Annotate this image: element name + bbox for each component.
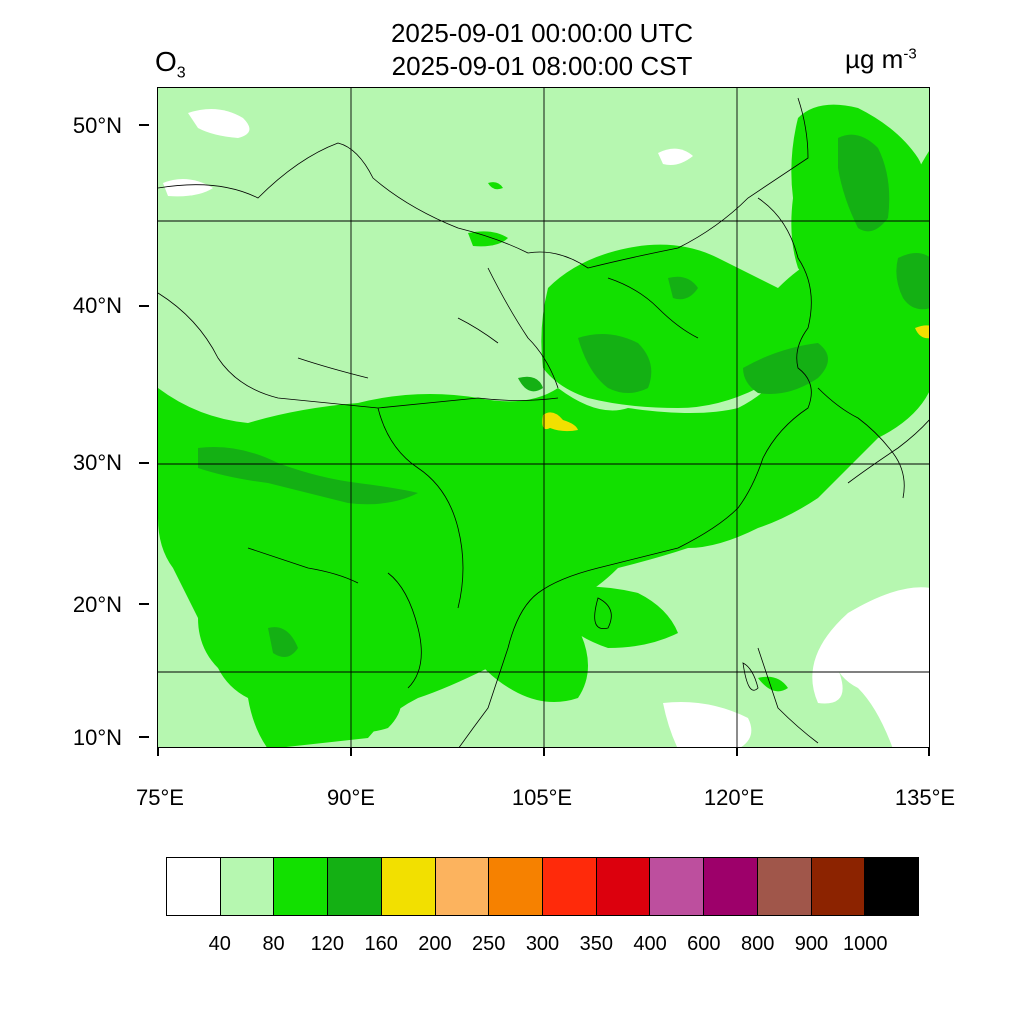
lat-label-50n: 50°N [72,113,122,138]
colorbar-box [435,858,490,915]
lat-label-10n: 10°N [72,725,122,750]
colorbar-label: 350 [579,933,613,955]
colorbar-box [650,858,705,915]
colorbar-label: 200 [418,933,452,955]
lat-label-40n: 40°N [72,293,122,318]
lon-label-75e: 75°E [136,785,184,810]
colorbar-label: 300 [525,933,560,955]
lon-tick [736,748,738,756]
colorbar-label: 80 [262,933,285,955]
colorbar-label: 600 [687,933,721,955]
colorbar-box [220,858,275,915]
colorbar-label: 400 [633,933,667,955]
field-band-120-160 [198,134,929,657]
units-label: µg m-3 [845,44,917,74]
colorbar-box [811,858,866,915]
lat-tick [139,305,149,307]
colorbar-label: 160 [364,933,398,955]
colorbar-label: 40 [208,933,231,955]
colorbar [166,857,919,916]
map-title-utc: 2025-09-01 00:00:00 UTC [390,18,694,48]
lon-tick [157,748,159,756]
colorbar-box [381,858,436,915]
lon-tick [350,748,352,756]
colorbar-box [167,858,221,915]
colorbar-box [704,858,758,915]
lon-tick [543,748,545,756]
colorbar-label: 1000 [842,933,888,955]
colorbar-box [328,858,382,915]
colorbar-box [757,858,812,915]
colorbar-label: 800 [740,933,775,955]
ozone-map [157,87,930,748]
lat-label-20n: 20°N [72,592,122,617]
lon-label-120e: 120°E [703,785,765,810]
colorbar-box [865,858,919,915]
field-band-160-200 [542,325,929,432]
lat-tick [139,736,149,738]
species-label: O3 [155,46,186,82]
colorbar-label: 120 [310,933,345,955]
lon-tick [928,748,930,756]
ozone-field [158,88,929,747]
lat-tick [139,124,149,126]
colorbar-box [274,858,329,915]
colorbar-label: 900 [794,933,829,955]
colorbar-label: 250 [472,933,506,955]
lat-label-30n: 30°N [72,450,122,475]
map-boundaries [158,97,929,747]
field-band-below-40 [163,109,929,747]
colorbar-box [489,858,544,915]
lat-tick [139,462,149,464]
colorbar-box [543,858,597,915]
colorbar-box [596,858,651,915]
map-title-cst: 2025-09-01 08:00:00 CST [391,51,693,81]
lat-tick [139,603,149,605]
lon-label-135e: 135°E [894,785,956,810]
lon-label-90e: 90°E [327,785,375,810]
lon-label-105e: 105°E [511,785,573,810]
map-graticule [158,88,929,747]
